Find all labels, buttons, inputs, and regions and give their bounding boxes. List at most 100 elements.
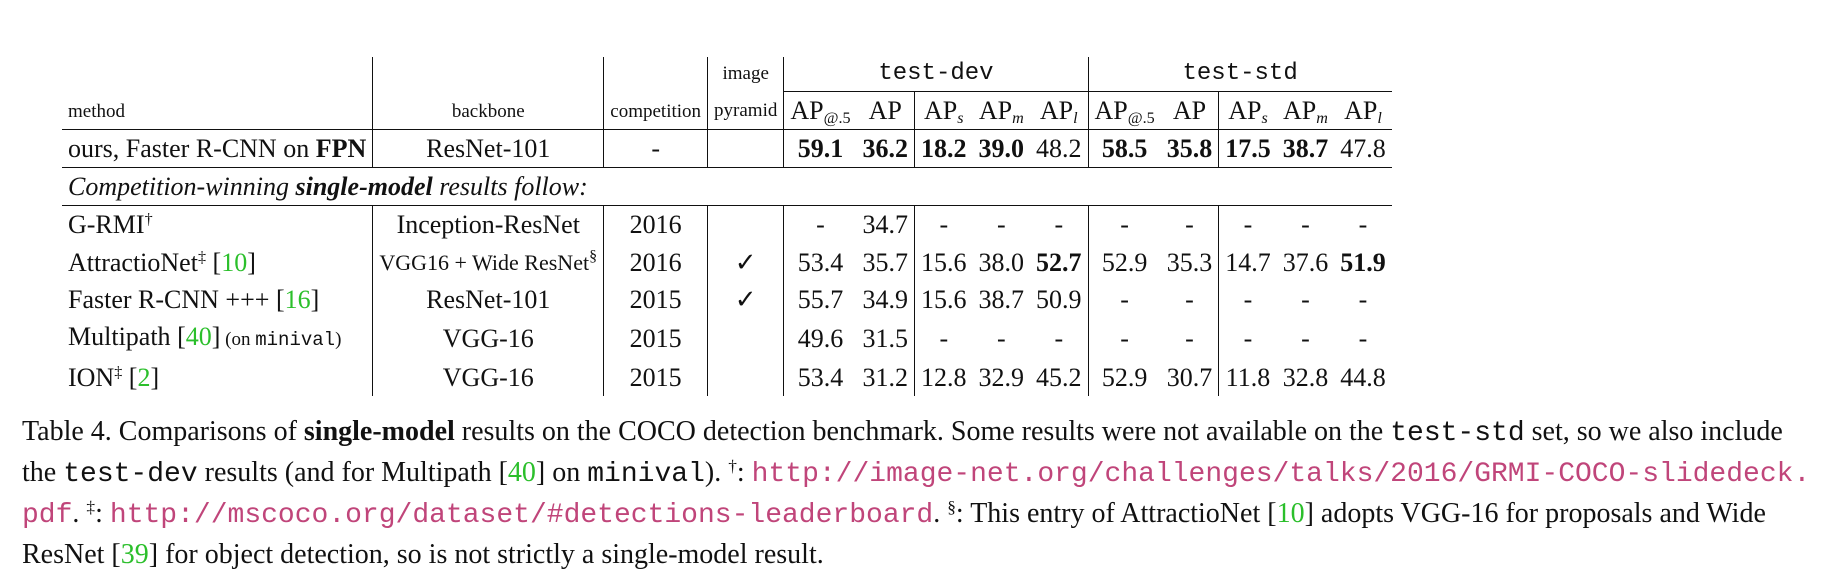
cell-std-ap50: 52.9 bbox=[1087, 359, 1161, 396]
caption-ref-39-link[interactable]: 39 bbox=[120, 539, 149, 570]
group-header-test-dev: test-dev bbox=[783, 57, 1089, 92]
caption-ref-40-link[interactable]: 40 bbox=[507, 457, 536, 488]
col-header-dev-ap: AP bbox=[856, 91, 915, 130]
cell-dev-aps: - bbox=[914, 318, 973, 359]
cell-pyramid: ✓ bbox=[707, 281, 784, 318]
cell-pyramid: ✓ bbox=[707, 243, 784, 281]
metric-subscript: s bbox=[1261, 110, 1268, 128]
metric-label: AP bbox=[1172, 96, 1207, 125]
caption-test-std: test-std bbox=[1390, 418, 1525, 449]
cell-competition: - bbox=[603, 129, 708, 168]
ref-link[interactable]: 16 bbox=[284, 285, 311, 314]
method-fpn: FPN bbox=[315, 134, 367, 163]
dagger-mark: † bbox=[728, 456, 737, 476]
cell-backbone: VGG-16 bbox=[372, 359, 604, 396]
metric-label: AP bbox=[868, 96, 902, 125]
col-header-std-ap: AP bbox=[1160, 91, 1219, 130]
caption-text-4: results (and for Multipath [ bbox=[197, 457, 508, 488]
header-row-top: method backbone competition image test-d… bbox=[62, 57, 1392, 130]
results-table: method backbone competition image test-d… bbox=[62, 57, 1392, 396]
cell-backbone: ResNet-101 bbox=[372, 281, 604, 318]
col-header-pyramid-line2: pyramid bbox=[707, 91, 784, 130]
caption-text-2: results on the COCO detection benchmark.… bbox=[454, 416, 1391, 447]
cell-pyramid bbox=[707, 129, 784, 168]
cell-dev-ap: 36.2 bbox=[856, 129, 915, 168]
cell-std-ap: 35.3 bbox=[1166, 247, 1213, 277]
cell-std-apm: 38.7 bbox=[1276, 129, 1335, 168]
col-header-pyramid-line1: image bbox=[707, 57, 784, 92]
section-text-bold: single-model bbox=[295, 172, 433, 201]
cell-dev-ap: 34.9 bbox=[862, 285, 909, 314]
section-label: Competition-winning single-model results… bbox=[62, 167, 1392, 206]
cell-std-apm: - bbox=[1301, 324, 1310, 353]
section-text-3: results follow: bbox=[432, 172, 588, 201]
col-header-dev-ap50: AP@.5 bbox=[783, 91, 857, 130]
cell-std-ap: 30.7 bbox=[1166, 363, 1213, 392]
cell-dev-apm: 39.0 bbox=[972, 129, 1031, 168]
method-note: (on minival) bbox=[220, 329, 341, 351]
section-text-1: Competition-winning bbox=[68, 172, 296, 201]
method-prefix: ours, Faster R-CNN on bbox=[68, 134, 316, 163]
cell-std-ap: - bbox=[1185, 324, 1194, 353]
ref-link[interactable]: 2 bbox=[137, 363, 151, 392]
cell-dev-ap50: 59.1 bbox=[783, 129, 857, 168]
cell-std-ap: 35.8 bbox=[1160, 129, 1219, 168]
col-header-method: method bbox=[62, 57, 373, 130]
cell-dev-ap50: 49.6 bbox=[783, 318, 857, 359]
table-caption: Table 4. Comparisons of single-model res… bbox=[22, 412, 1812, 574]
cell-dev-aps: 12.8 bbox=[914, 359, 973, 396]
metric-label: AP bbox=[1344, 96, 1378, 125]
caption-text-5: ] on bbox=[535, 457, 588, 488]
caption-text-13: ] for object detection, so is not strict… bbox=[148, 539, 824, 570]
metric-label: AP bbox=[1283, 96, 1317, 125]
cell-dev-apm: 38.0 bbox=[978, 247, 1025, 277]
metric-label: AP bbox=[924, 96, 958, 125]
caption-text-9: : bbox=[95, 498, 110, 529]
cell-std-aps: - bbox=[1218, 318, 1277, 359]
ref-link[interactable]: 40 bbox=[185, 322, 212, 351]
method-name: AttractioNet bbox=[68, 247, 198, 277]
cell-backbone: VGG-16 bbox=[372, 318, 604, 359]
grmi-url-link[interactable]: http://image-net.org/challenges/talks/20… bbox=[22, 459, 1811, 531]
backbone-footnote-mark: § bbox=[589, 248, 598, 266]
table-row: AttractioNet‡ [10] VGG16 + Wide ResNet§ 20… bbox=[62, 243, 1392, 281]
cell-dev-apl: 48.2 bbox=[1030, 129, 1089, 168]
caption-text-6: ). bbox=[704, 457, 729, 488]
cell-dev-apl: - bbox=[1054, 210, 1064, 239]
method-footnote-mark: ‡ bbox=[114, 364, 123, 382]
metric-label: AP bbox=[978, 96, 1013, 125]
metric-label: AP bbox=[1094, 96, 1128, 125]
cell-std-ap: - bbox=[1185, 210, 1194, 239]
cell-method: G-RMI† bbox=[62, 206, 373, 244]
cell-std-apm: - bbox=[1301, 210, 1310, 239]
cell-dev-ap: 35.7 bbox=[862, 247, 909, 277]
cell-std-ap50: 52.9 bbox=[1087, 243, 1161, 281]
table-row: Faster R-CNN +++ [16] ResNet-101 2015 ✓ 55.7… bbox=[62, 281, 1392, 318]
ref-link[interactable]: 10 bbox=[221, 247, 248, 277]
cell-method: AttractioNet‡ [10] bbox=[68, 247, 256, 277]
coco-leaderboard-url-link[interactable]: http://mscoco.org/dataset/#detections-le… bbox=[109, 500, 934, 531]
method-name: G-RMI bbox=[68, 210, 145, 239]
cell-dev-ap: 31.2 bbox=[862, 363, 909, 392]
caption-ref-10-link[interactable]: 10 bbox=[1276, 498, 1305, 529]
caption-text-11: : This entry of AttractioNet [ bbox=[955, 498, 1277, 529]
cell-method: ours, Faster R-CNN on FPN bbox=[62, 129, 373, 168]
cell-competition: 2015 bbox=[603, 359, 708, 396]
cell-backbone: Inception-ResNet bbox=[372, 205, 604, 243]
metric-label: AP bbox=[1039, 96, 1074, 125]
table-row: Multipath [40] (on minival) VGG-16 2015 49.… bbox=[62, 318, 1392, 359]
backbone-name: Inception-ResNet bbox=[396, 210, 580, 239]
cell-competition: 2016 bbox=[603, 205, 708, 243]
header-row-metrics: pyramid AP@.5 AP APs APm APl AP@.5 AP APs APm APl bbox=[62, 91, 1392, 130]
cell-dev-apm: 32.9 bbox=[978, 363, 1025, 392]
group-header-test-std: test-std bbox=[1087, 57, 1392, 92]
double-dagger-mark: ‡ bbox=[86, 497, 96, 517]
cell-dev-aps: 15.6 bbox=[914, 281, 973, 318]
cell-std-aps: - bbox=[1218, 281, 1277, 318]
cell-std-apl: 47.8 bbox=[1334, 129, 1392, 168]
backbone-name: VGG-16 bbox=[442, 324, 534, 353]
caption-text-8: . bbox=[72, 498, 87, 529]
cell-dev-aps: 15.6 bbox=[914, 243, 973, 281]
cell-dev-apl: 45.2 bbox=[1036, 363, 1082, 392]
section-mark: § bbox=[947, 497, 956, 517]
